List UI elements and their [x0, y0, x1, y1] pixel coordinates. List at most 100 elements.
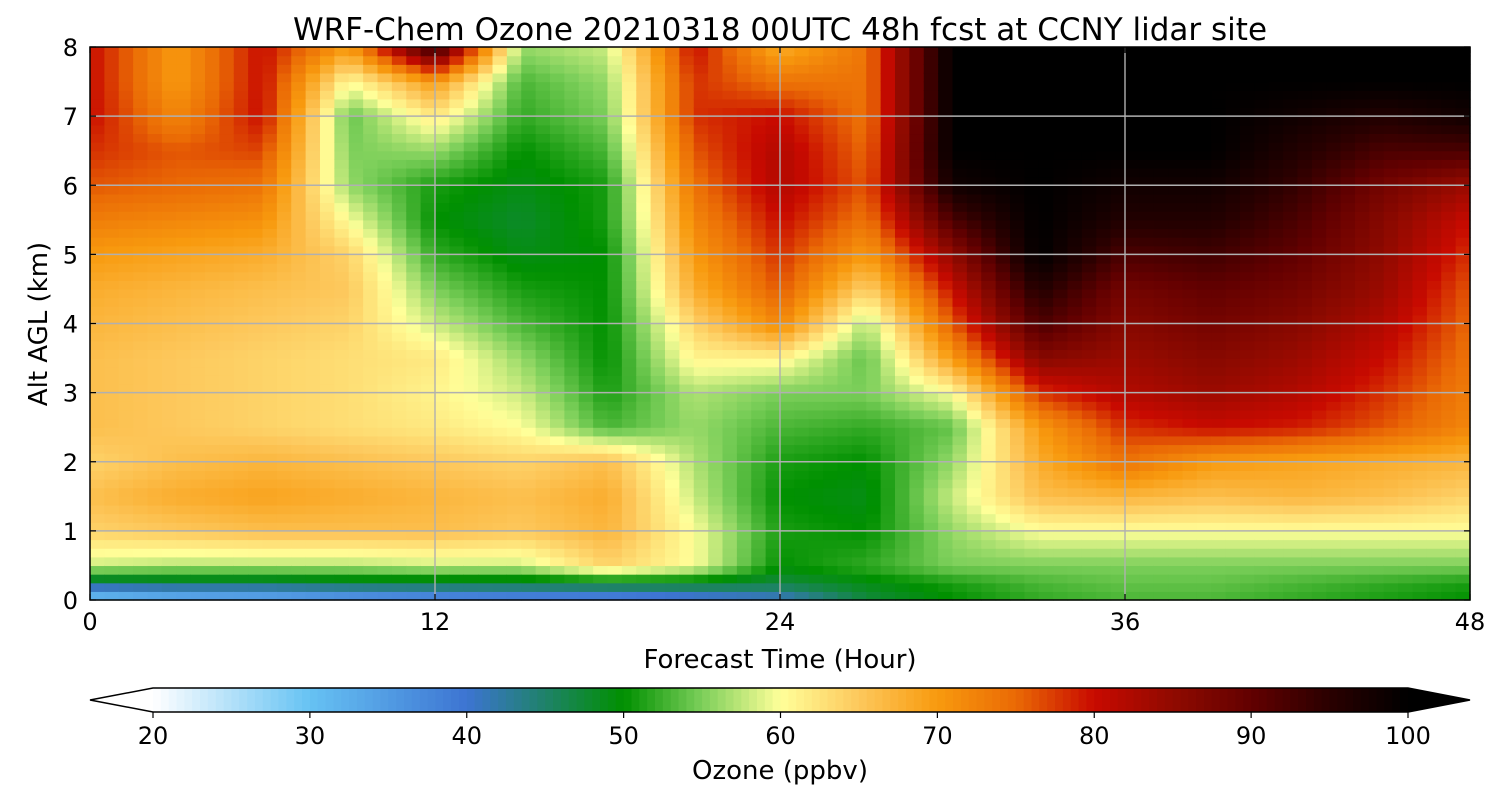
heatmap-cell — [981, 107, 997, 117]
heatmap-cell — [851, 150, 867, 160]
heatmap-cell — [765, 55, 781, 65]
heatmap-cell — [823, 176, 839, 186]
heatmap-cell — [780, 366, 795, 376]
heatmap-cell — [1110, 504, 1126, 515]
heatmap-cell — [995, 582, 1011, 592]
heatmap-cell — [391, 47, 407, 57]
heatmap-cell — [981, 427, 997, 437]
heatmap-cell — [1125, 427, 1140, 437]
heatmap-cell — [104, 401, 120, 411]
heatmap-cell — [334, 219, 350, 230]
heatmap-cell — [161, 254, 177, 264]
heatmap-cell — [1196, 64, 1212, 74]
heatmap-cell — [981, 479, 997, 489]
heatmap-cell — [406, 401, 422, 411]
heatmap-cell — [492, 574, 508, 584]
heatmap-cell — [880, 461, 896, 471]
heatmap-cell — [679, 297, 695, 307]
heatmap-cell — [406, 107, 422, 117]
heatmap-cell — [406, 358, 422, 368]
heatmap-cell — [1110, 366, 1126, 376]
heatmap-cell — [506, 392, 522, 402]
heatmap-cell — [564, 116, 580, 126]
heatmap-cell — [1168, 591, 1184, 601]
heatmap-cell — [736, 124, 752, 135]
heatmap-cell — [176, 107, 192, 117]
heatmap-cell — [449, 90, 465, 100]
heatmap-cell — [564, 349, 580, 359]
heatmap-cell — [363, 574, 379, 584]
heatmap-cell — [952, 90, 968, 100]
heatmap-cell — [363, 297, 379, 307]
heatmap-cell — [391, 539, 407, 549]
heatmap-cell — [1096, 245, 1112, 255]
heatmap-cell — [938, 496, 954, 506]
heatmap-cell — [377, 81, 393, 91]
heatmap-cell — [1153, 461, 1169, 471]
heatmap-cell — [478, 427, 494, 437]
heatmap-cell — [550, 142, 565, 152]
heatmap-cell — [334, 565, 350, 575]
heatmap-cell — [1196, 211, 1212, 221]
heatmap-cell — [895, 548, 910, 558]
heatmap-cell — [1139, 332, 1155, 342]
heatmap-cell — [895, 392, 910, 402]
heatmap-cell — [391, 297, 407, 307]
heatmap-cell — [923, 539, 939, 549]
heatmap-cell — [736, 530, 752, 541]
heatmap-cell — [708, 142, 724, 152]
heatmap-cell — [1182, 461, 1198, 471]
heatmap-cell — [219, 211, 235, 221]
heatmap-cell — [1125, 55, 1140, 65]
heatmap-cell — [808, 591, 824, 601]
heatmap-cell — [823, 565, 839, 575]
heatmap-cell — [161, 496, 177, 506]
heatmap-cell — [90, 548, 105, 558]
heatmap-cell — [981, 565, 997, 575]
heatmap-cell — [938, 504, 954, 515]
heatmap-cell — [923, 245, 939, 255]
heatmap-cell — [981, 263, 997, 273]
heatmap-cell — [679, 349, 695, 359]
heatmap-cell — [708, 245, 724, 255]
heatmap-cell — [665, 176, 680, 186]
heatmap-cell — [808, 548, 824, 558]
heatmap-cell — [406, 271, 422, 281]
heatmap-cell — [262, 470, 278, 480]
heatmap-cell — [736, 133, 752, 143]
heatmap-cell — [751, 582, 767, 592]
heatmap-cell — [808, 522, 824, 532]
heatmap-cell — [521, 47, 537, 57]
heatmap-cell — [851, 133, 867, 143]
heatmap-cell — [650, 98, 666, 109]
heatmap-cell — [248, 591, 264, 601]
heatmap-cell — [1010, 116, 1025, 126]
heatmap-cell — [1125, 159, 1140, 169]
heatmap-cell — [219, 98, 235, 109]
heatmap-cell — [650, 116, 666, 126]
heatmap-cell — [837, 427, 853, 437]
heatmap-cell — [363, 116, 379, 126]
heatmap-cell — [981, 383, 997, 394]
heatmap-cell — [320, 401, 335, 411]
heatmap-cell — [363, 306, 379, 316]
heatmap-cell — [708, 582, 724, 592]
heatmap-cell — [320, 167, 335, 178]
heatmap-cell — [1024, 176, 1040, 186]
heatmap-cell — [1153, 280, 1169, 290]
heatmap-cell — [780, 418, 795, 428]
heatmap-cell — [1182, 193, 1198, 204]
heatmap-cell — [823, 193, 839, 204]
heatmap-cell — [1067, 314, 1083, 325]
heatmap-cell — [449, 349, 465, 359]
heatmap-cell — [751, 435, 767, 446]
heatmap-cell — [104, 444, 120, 454]
heatmap-cell — [693, 323, 709, 333]
heatmap-cell — [348, 297, 364, 307]
heatmap-cell — [1081, 453, 1097, 463]
heatmap-cell — [492, 107, 508, 117]
heatmap-cell — [564, 133, 580, 143]
heatmap-cell — [1053, 427, 1069, 437]
heatmap-cell — [363, 401, 379, 411]
heatmap-cell — [736, 375, 752, 385]
